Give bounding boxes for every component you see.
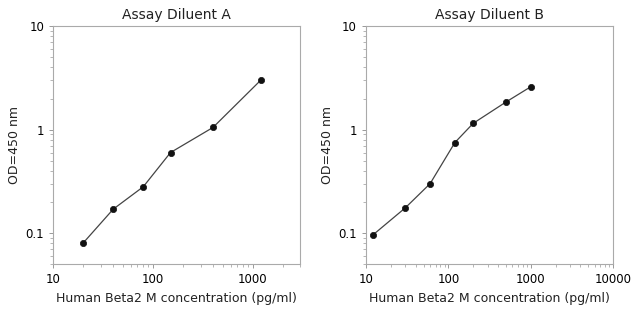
X-axis label: Human Beta2 M concentration (pg/ml): Human Beta2 M concentration (pg/ml) <box>56 292 297 305</box>
Y-axis label: OD=450 nm: OD=450 nm <box>321 106 334 184</box>
Title: Assay Diluent A: Assay Diluent A <box>122 8 231 22</box>
Y-axis label: OD=450 nm: OD=450 nm <box>8 106 21 184</box>
Title: Assay Diluent B: Assay Diluent B <box>435 8 544 22</box>
X-axis label: Human Beta2 M concentration (pg/ml): Human Beta2 M concentration (pg/ml) <box>369 292 610 305</box>
